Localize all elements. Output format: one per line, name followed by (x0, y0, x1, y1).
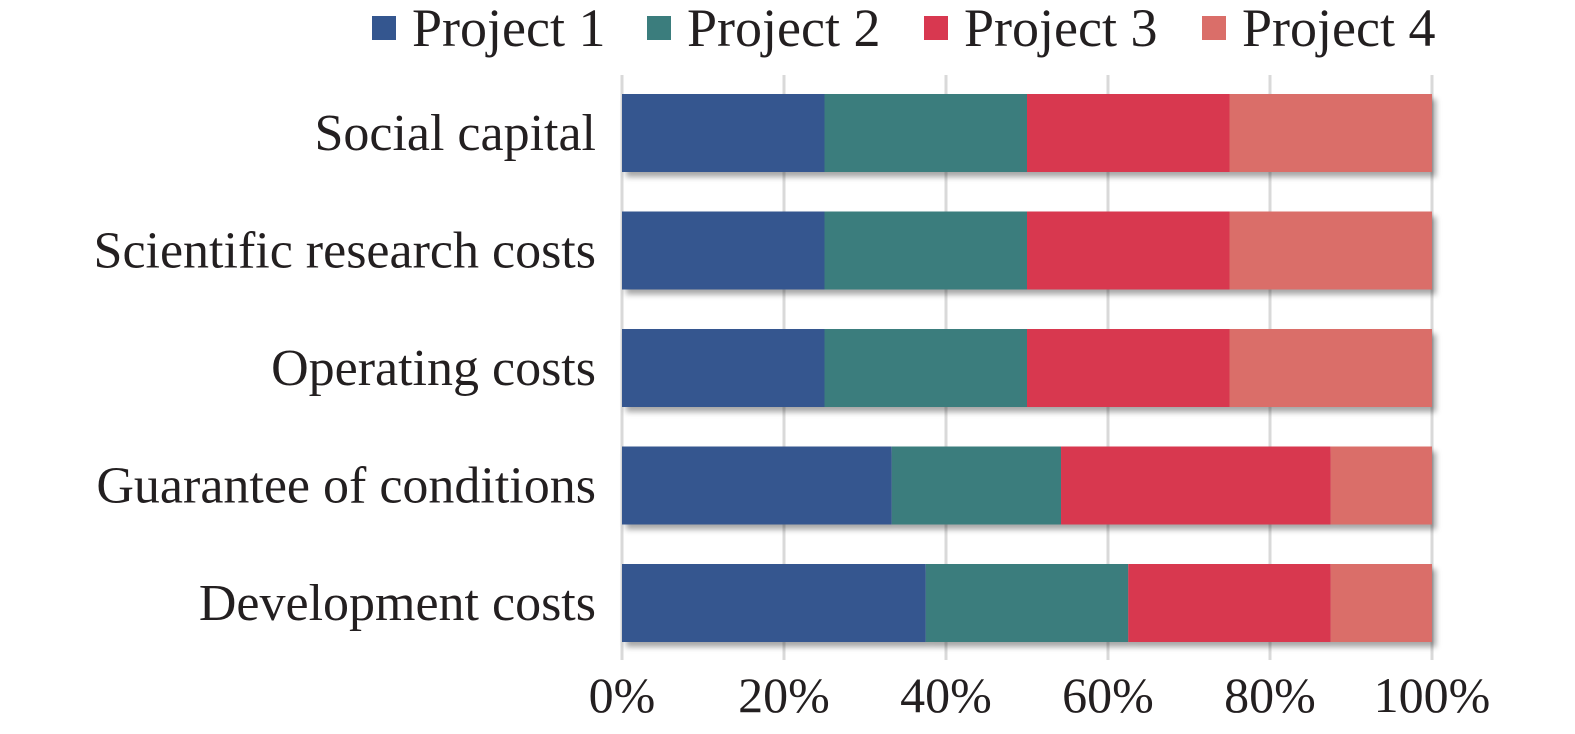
bar-segment-project-4 (1330, 446, 1432, 525)
bar-area (622, 94, 1432, 642)
x-axis-tick-labels: 0% 20% 40% 60% 80% 100% (589, 667, 1491, 723)
category-label: Social capital (314, 105, 596, 162)
legend-item: Project 1 (372, 0, 605, 58)
legend-label: Project 3 (964, 0, 1157, 58)
bar-segment-project-3 (1128, 564, 1331, 642)
x-tick-label: 80% (1224, 667, 1316, 723)
bar-segment-project-3 (1027, 211, 1230, 290)
category-label: Operating costs (271, 340, 596, 397)
legend-label: Project 2 (687, 0, 880, 58)
legend-swatch (924, 16, 948, 40)
legend-label: Project 1 (412, 0, 605, 58)
bar-segment-project-1 (622, 564, 926, 642)
category-label: Development costs (199, 575, 596, 632)
legend-swatch (647, 16, 671, 40)
bar-segment-project-1 (622, 329, 825, 407)
bar-segment-project-1 (622, 94, 825, 172)
bar-segment-project-4 (1330, 564, 1432, 642)
bar-segment-project-4 (1229, 94, 1432, 172)
legend-item: Project 4 (1202, 0, 1435, 58)
x-tick-label: 20% (738, 667, 830, 723)
bar-row (622, 329, 1432, 407)
legend-label: Project 4 (1242, 0, 1435, 58)
legend-swatch (1202, 16, 1226, 40)
x-tick-label: 0% (589, 667, 656, 723)
bar-segment-project-1 (622, 211, 825, 290)
bar-row (622, 564, 1432, 642)
bar-segment-project-4 (1229, 329, 1432, 407)
legend-item: Project 3 (924, 0, 1157, 58)
bar-segment-project-2 (824, 94, 1027, 172)
legend-swatch (372, 16, 396, 40)
legend: Project 1 Project 2 Project 3 Project 4 (372, 0, 1435, 58)
category-labels: Social capital Scientific research costs O… (94, 105, 596, 632)
bar-row (622, 446, 1432, 525)
x-tick-label: 100% (1374, 667, 1491, 723)
category-label: Guarantee of conditions (96, 458, 596, 515)
bar-segment-project-3 (1027, 94, 1230, 172)
bar-segment-project-4 (1229, 211, 1432, 290)
legend-item: Project 2 (647, 0, 880, 58)
x-tick-label: 60% (1062, 667, 1154, 723)
bar-segment-project-2 (925, 564, 1129, 642)
bar-segment-project-2 (824, 329, 1027, 407)
bar-row (622, 211, 1432, 290)
x-tick-label: 40% (900, 667, 992, 723)
bar-row (622, 94, 1432, 172)
category-label: Scientific research costs (94, 223, 596, 280)
bar-segment-project-2 (891, 446, 1062, 525)
bar-segment-project-2 (824, 211, 1027, 290)
bar-segment-project-3 (1027, 329, 1230, 407)
bar-segment-project-1 (622, 446, 892, 525)
bar-segment-project-3 (1061, 446, 1331, 525)
